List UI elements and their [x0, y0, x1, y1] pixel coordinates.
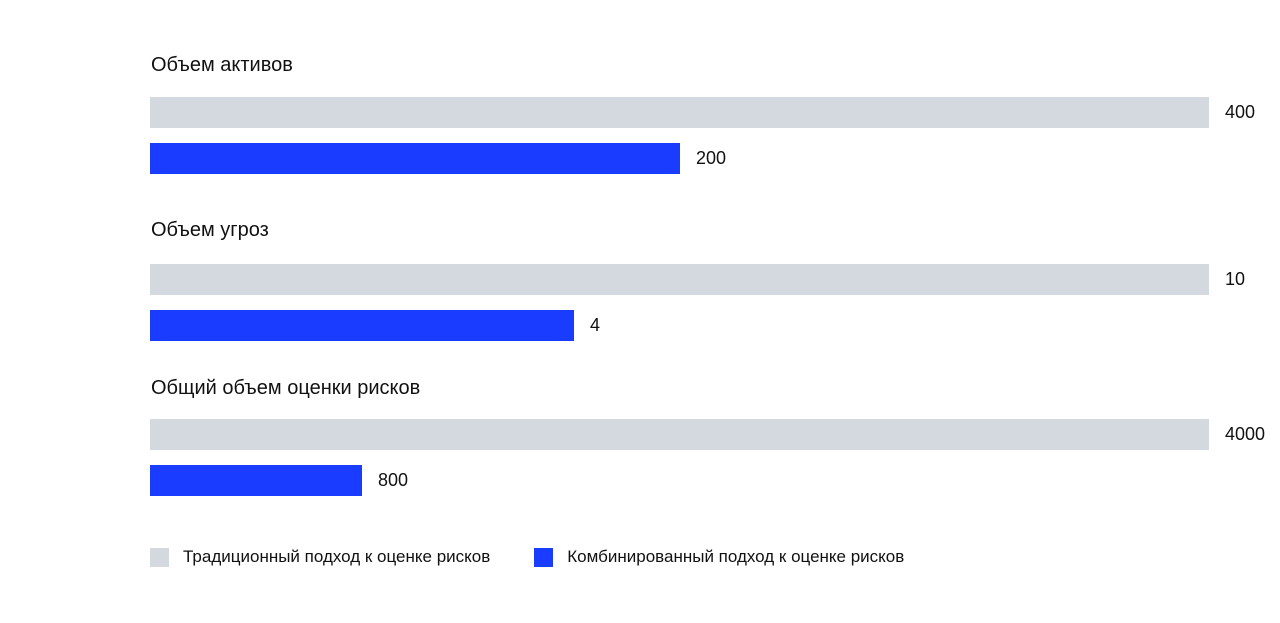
legend-item-traditional: Традиционный подход к оценке рисков — [150, 547, 490, 567]
value-label-total-risk-combined: 800 — [378, 470, 409, 490]
legend-label-combined: Комбинированный подход к оценке рисков — [567, 547, 905, 566]
value-label-assets-combined: 200 — [696, 148, 727, 168]
legend-item-combined: Комбинированный подход к оценке рисков — [534, 547, 904, 567]
legend: Традиционный подход к оценке рисков Комб… — [150, 546, 948, 568]
bar-total-risk-traditional — [150, 419, 1209, 450]
bar-threats-traditional — [150, 264, 1209, 295]
value-label-threats-combined: 4 — [590, 315, 601, 335]
bar-total-risk-combined — [150, 465, 362, 496]
group-title-threats: Объем угроз — [151, 219, 269, 241]
legend-label-traditional: Традиционный подход к оценке рисков — [183, 547, 491, 566]
legend-swatch-combined — [534, 547, 554, 567]
value-label-total-risk-traditional: 4000 — [1225, 424, 1266, 444]
legend-swatch-traditional — [150, 547, 169, 567]
bar-assets-traditional — [150, 97, 1209, 128]
value-label-threats-traditional: 10 — [1225, 269, 1246, 289]
group-title-total-risk: Общий объем оценки рисков — [151, 377, 421, 399]
bar-threats-combined — [150, 310, 574, 341]
group-title-assets: Объем активов — [151, 54, 293, 76]
bar-assets-combined — [150, 143, 680, 174]
value-label-assets-traditional: 400 — [1225, 102, 1256, 122]
